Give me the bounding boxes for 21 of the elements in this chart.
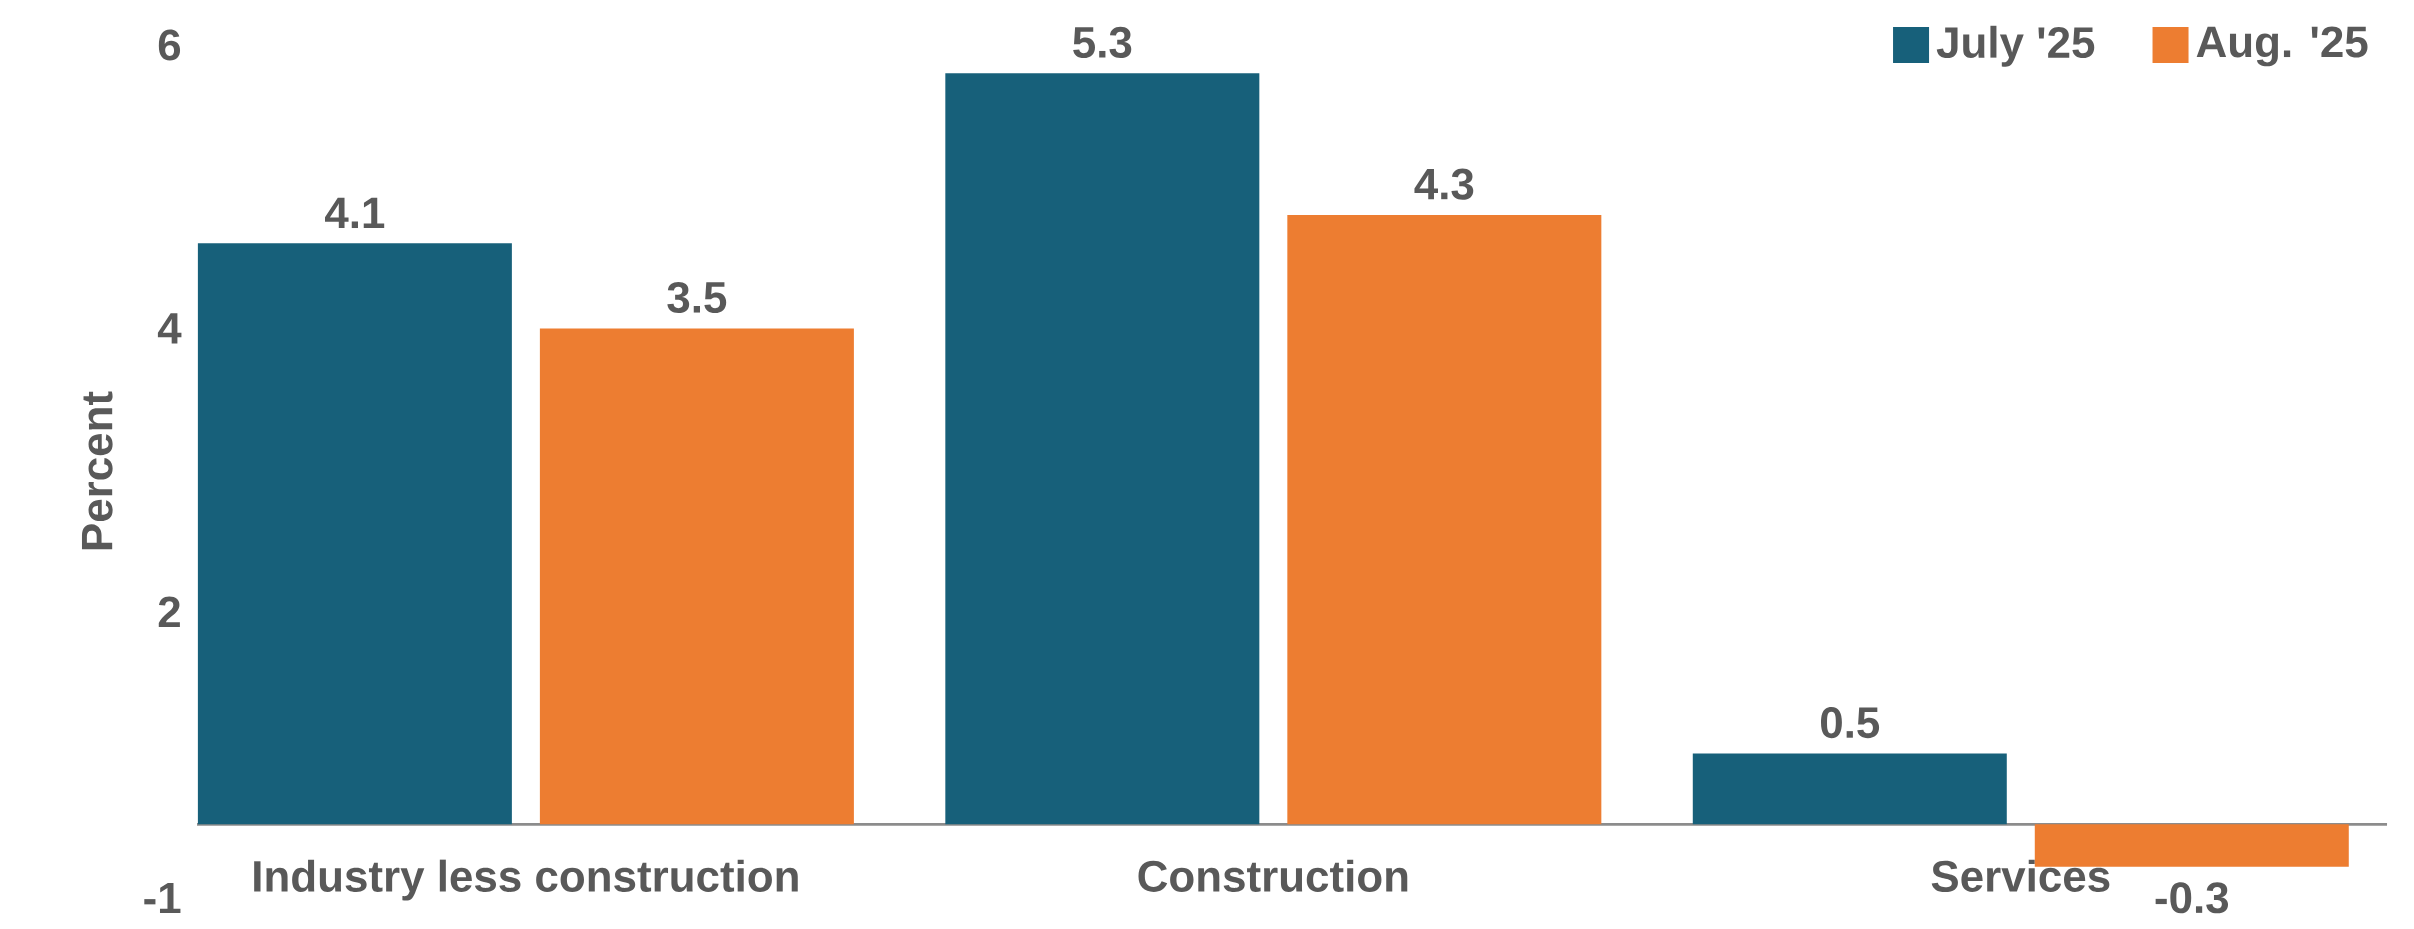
x-tick-label: Industry less construction [254, 859, 798, 901]
data-label: 3.5 [667, 281, 727, 314]
x-tick-label: Construction [1138, 859, 1408, 892]
bar [1287, 215, 1602, 825]
data-label: 4.3 [1414, 168, 1474, 200]
y-axis-title: Percent [81, 391, 113, 550]
bar [945, 73, 1260, 825]
data-label: 0.5 [1821, 707, 1880, 739]
legend-label: Aug. '25 [2196, 26, 2368, 67]
bar [197, 243, 512, 825]
y-tick-label: -1 [144, 882, 181, 914]
y-tick-label: 2 [158, 596, 180, 628]
data-label: 5.3 [1073, 26, 1132, 59]
bar [539, 328, 854, 825]
data-label: 4.1 [325, 197, 385, 229]
legend-label: July '25 [1936, 25, 2095, 67]
y-tick-label: 4 [157, 313, 182, 344]
bar [1692, 753, 2007, 825]
x-tick-label: Services [1931, 859, 2110, 892]
data-label: -0.3 [2155, 882, 2229, 914]
y-tick-label: 6 [158, 29, 181, 61]
